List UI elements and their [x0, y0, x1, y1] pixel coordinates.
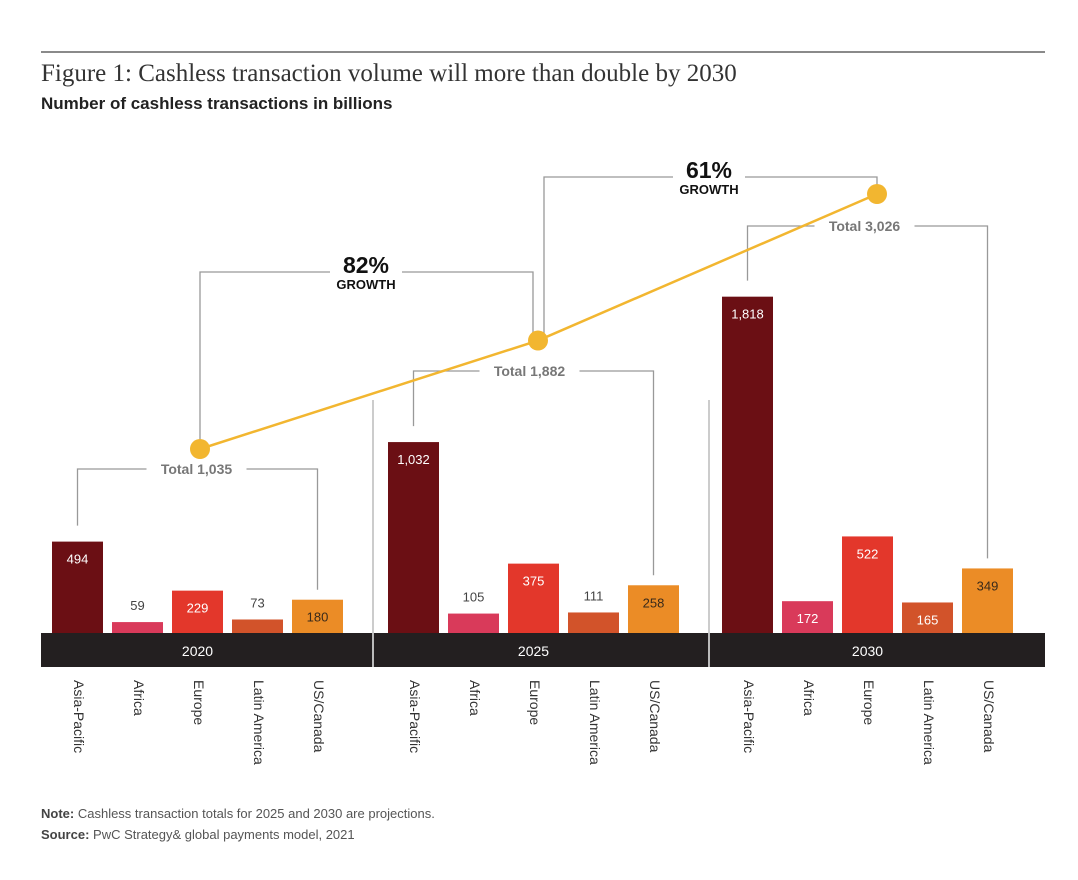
growth-percent: 61%: [686, 157, 732, 183]
data-label: 1,032: [397, 452, 430, 467]
category-label: Africa: [131, 680, 147, 716]
growth-label: GROWTH: [679, 182, 738, 197]
bar-2030-asia-pacific: [722, 296, 773, 633]
bar-2030-europe: [842, 536, 893, 633]
source-text: PwC Strategy& global payments model, 202…: [93, 827, 355, 842]
growth-bracket-left: [199, 271, 330, 440]
bar-2020-us-canada: [292, 599, 343, 633]
bar-2030-latin-america: [902, 602, 953, 633]
data-label: 111: [584, 588, 604, 603]
bar-2025-europe: [508, 563, 559, 633]
bar-2025-us-canada: [628, 585, 679, 633]
source-label: Source:: [41, 827, 90, 842]
category-label: Asia-Pacific: [71, 680, 87, 753]
total-bracket-right: [579, 370, 655, 576]
bar-2020-latin-america: [232, 619, 283, 633]
total-bracket-right: [246, 468, 319, 590]
category-label: Asia-Pacific: [741, 680, 757, 753]
data-label: 375: [523, 574, 545, 589]
note-label: Note:: [41, 806, 75, 821]
category-label: Asia-Pacific: [407, 680, 423, 753]
category-label: Europe: [861, 680, 877, 725]
total-bracket-left: [76, 468, 147, 526]
bar-2025-latin-america: [568, 612, 619, 633]
total-point: [190, 439, 210, 459]
growth-bracket-left: [543, 176, 673, 340]
data-label: 172: [797, 611, 819, 626]
category-label: Latin America: [587, 680, 603, 765]
total-point: [867, 184, 887, 204]
data-label: 1,818: [731, 307, 764, 322]
bar-2030-africa: [782, 601, 833, 633]
year-label: 2030: [852, 643, 883, 659]
bar-2020-africa: [112, 622, 163, 633]
total-line: [199, 192, 878, 451]
data-label: 494: [67, 552, 89, 567]
category-label: Africa: [467, 680, 483, 716]
note: Note: Cashless transaction totals for 20…: [41, 806, 435, 821]
category-label: Europe: [527, 680, 543, 725]
total-label: Total 3,026: [829, 218, 901, 234]
total-label: Total 1,882: [494, 363, 566, 379]
growth-label: GROWTH: [336, 277, 395, 292]
total-bracket-right: [914, 225, 989, 559]
category-label: Europe: [191, 680, 207, 725]
data-label: 105: [463, 590, 485, 605]
growth-percent: 82%: [343, 252, 389, 278]
category-label: US/Canada: [981, 680, 997, 753]
bar-2030-us-canada: [962, 568, 1013, 633]
data-label: 349: [977, 578, 999, 593]
category-label: US/Canada: [311, 680, 327, 753]
total-point: [528, 330, 548, 351]
growth-bracket-right: [402, 271, 534, 340]
note-text: Cashless transaction totals for 2025 and…: [77, 806, 435, 821]
total-bracket-left: [412, 370, 480, 427]
year-label: 2025: [518, 643, 549, 659]
category-label: Latin America: [921, 680, 937, 765]
data-label: 73: [250, 595, 264, 610]
data-label: 522: [857, 546, 879, 561]
bar-2025-africa: [448, 613, 499, 633]
category-label: Latin America: [251, 680, 267, 765]
bar-2020-europe: [172, 590, 223, 633]
year-band: [41, 633, 1045, 667]
bar-2025-asia-pacific: [388, 442, 439, 633]
category-label: Africa: [801, 680, 817, 716]
total-bracket-left: [746, 225, 815, 281]
top-rule: [41, 51, 1045, 53]
bar-2020-asia-pacific: [52, 541, 103, 633]
data-label: 258: [643, 595, 665, 610]
year-label: 2020: [182, 643, 213, 659]
growth-bracket-right: [745, 176, 878, 185]
source: Source: PwC Strategy& global payments mo…: [41, 827, 355, 842]
data-label: 59: [130, 598, 144, 613]
data-label: 165: [917, 612, 939, 627]
data-label: 180: [307, 610, 329, 625]
figure-subtitle: Number of cashless transactions in billi…: [41, 94, 393, 113]
data-label: 229: [187, 601, 209, 616]
figure-title: Figure 1: Cashless transaction volume wi…: [41, 60, 737, 87]
total-label: Total 1,035: [161, 461, 233, 477]
category-label: US/Canada: [647, 680, 663, 753]
